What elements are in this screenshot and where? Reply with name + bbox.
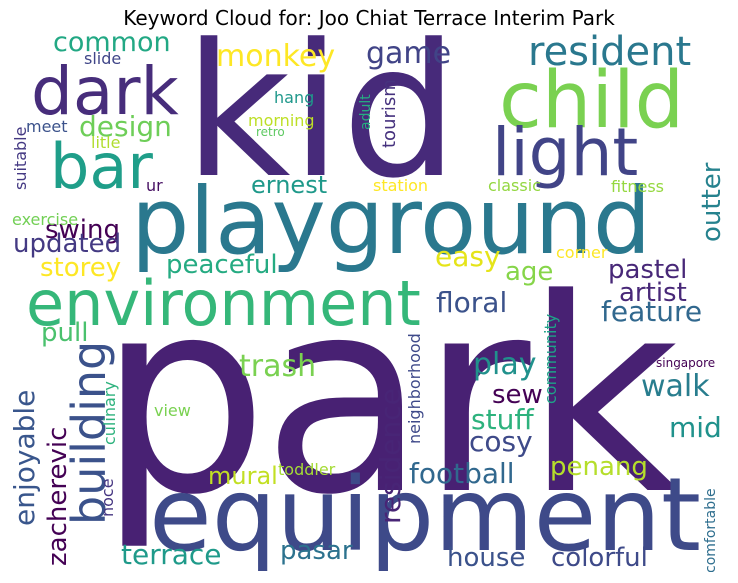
- word-peaceful: peaceful: [166, 250, 278, 280]
- word-park: park: [98, 242, 680, 554]
- word-trash: trash: [239, 349, 317, 384]
- word-equipment: equipment: [149, 456, 701, 572]
- word-mural: mural: [208, 462, 278, 490]
- word-walk: walk: [641, 369, 710, 404]
- word-mid: mid: [669, 411, 722, 444]
- word-age: age: [505, 257, 554, 287]
- word-resident: resident: [528, 32, 692, 75]
- word-toddler: toddler: [278, 460, 336, 479]
- word-pull: pull: [41, 318, 89, 348]
- word-light: light: [492, 114, 639, 191]
- word-fitness: fitness: [611, 177, 665, 196]
- word-floral: floral: [436, 286, 508, 319]
- word-view: view: [154, 401, 191, 420]
- word-bar: bar: [50, 130, 153, 203]
- word-comfortable: comfortable: [703, 488, 719, 572]
- word-zacherevic: zacherevic: [43, 426, 73, 566]
- word-slide: slide: [84, 49, 122, 68]
- word-cosy: cosy: [469, 425, 533, 458]
- word-meet: meet: [26, 117, 68, 136]
- word-classic: classic: [488, 176, 541, 195]
- word-feature: feature: [601, 295, 703, 328]
- word-football: football: [409, 457, 515, 490]
- word-house: house: [447, 543, 526, 572]
- word-storey: storey: [40, 253, 122, 283]
- word-colorful: colorful: [551, 543, 648, 572]
- word-updated: updated: [13, 229, 122, 259]
- word-pastel: pastel: [608, 255, 688, 285]
- word-noce: noce: [98, 478, 117, 517]
- word-design: design: [79, 110, 172, 143]
- word-easy: easy: [435, 240, 501, 273]
- word-stuff: stuff: [471, 403, 534, 436]
- word-suitable: suitable: [11, 126, 30, 190]
- word-game: game: [366, 36, 452, 71]
- word-penang: penang: [550, 452, 648, 482]
- word-sew: sew: [492, 380, 543, 410]
- word-residence: residence: [374, 388, 407, 524]
- word-artist: artist: [619, 278, 687, 308]
- word-playground: playground: [131, 168, 652, 275]
- word-cloud: park kid equipment playground environmen…: [11, 32, 727, 572]
- word-tourism: tourism: [379, 79, 400, 148]
- word-terrace: terrace: [121, 538, 222, 571]
- word-exercise: exercise: [12, 210, 79, 229]
- word-neighborhood: neighborhood: [405, 333, 424, 444]
- word-swing: swing: [45, 215, 121, 245]
- word-kid: kid: [184, 32, 459, 219]
- word-station: station: [373, 176, 429, 195]
- word-common: common: [53, 32, 171, 58]
- word-litle: litle: [91, 133, 121, 152]
- word-outter: outter: [697, 162, 727, 242]
- word-retro: retro: [256, 125, 285, 139]
- word-enjoyable: enjoyable: [11, 389, 41, 526]
- word-ur: ur: [146, 176, 163, 195]
- word-pasar: pasar: [280, 536, 353, 566]
- chart-title: Keyword Cloud for: Joo Chiat Terrace Int…: [123, 6, 615, 30]
- word-corner: corner: [556, 243, 608, 262]
- word-monkey: monkey: [216, 39, 336, 74]
- word-ernest: ernest: [251, 171, 328, 199]
- word-adult: adult: [358, 94, 374, 130]
- word-environment: environment: [26, 267, 421, 340]
- word-child: child: [499, 56, 685, 146]
- word-singapore: singapore: [656, 356, 716, 370]
- word-culinary: culinary: [100, 381, 119, 445]
- word-dark: dark: [31, 53, 179, 130]
- word-morning: morning: [248, 111, 315, 130]
- word-community: community: [541, 313, 560, 404]
- word-play: play: [473, 347, 537, 382]
- word-hang: hang: [274, 88, 315, 107]
